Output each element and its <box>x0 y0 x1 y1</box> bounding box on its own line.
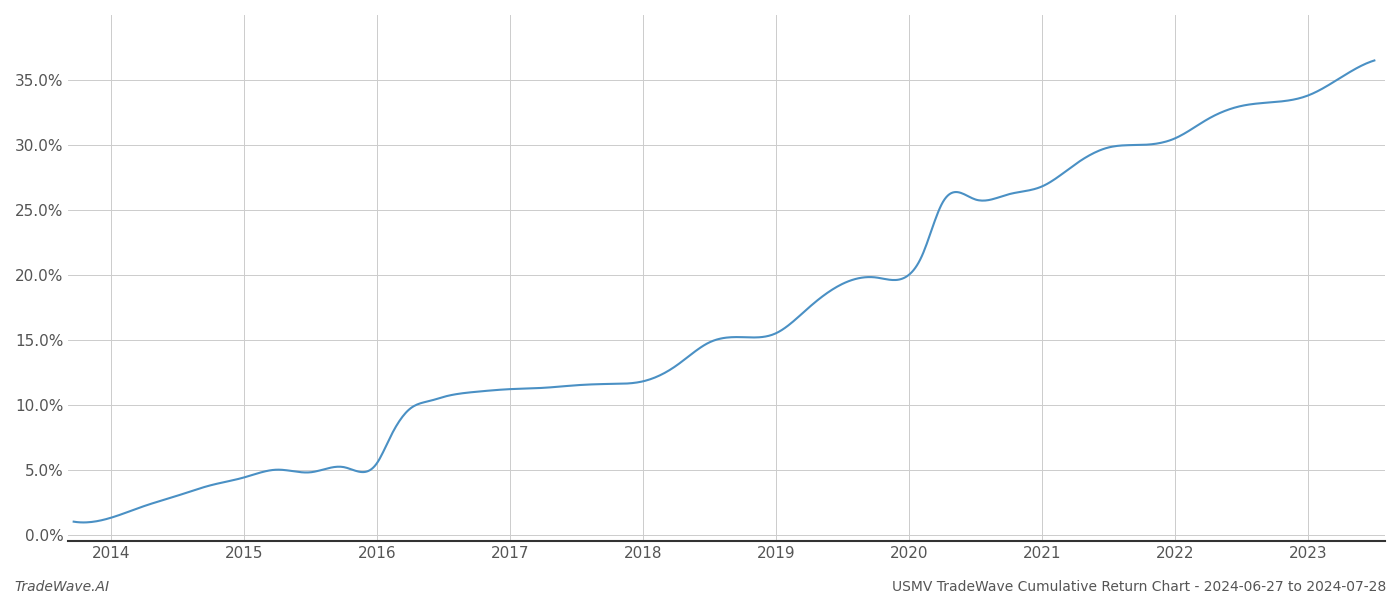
Text: USMV TradeWave Cumulative Return Chart - 2024-06-27 to 2024-07-28: USMV TradeWave Cumulative Return Chart -… <box>892 580 1386 594</box>
Text: TradeWave.AI: TradeWave.AI <box>14 580 109 594</box>
